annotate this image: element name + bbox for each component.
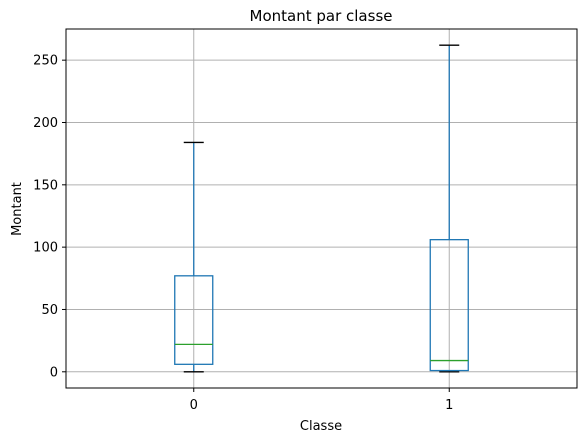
x-axis-label: Classe (300, 419, 342, 434)
box-group-1 (429, 44, 469, 373)
grid-lines (66, 29, 577, 388)
box-group-0 (174, 141, 214, 373)
axis-ticks: 0 50 100 150 200 250 0 1 (33, 54, 453, 413)
iqr-box (174, 275, 214, 365)
iqr-box (429, 239, 469, 372)
y-axis-label: Montant (10, 182, 25, 236)
y-tick-label: 250 (33, 54, 58, 69)
x-tick-label: 0 (190, 398, 198, 413)
boxes-layer (174, 44, 469, 373)
y-tick-label: 0 (50, 365, 58, 380)
y-tick-label: 200 (33, 116, 58, 131)
y-tick-label: 100 (33, 241, 58, 256)
y-tick-label: 150 (33, 178, 58, 193)
x-tick-label: 1 (445, 398, 453, 413)
chart-title: Montant par classe (250, 7, 393, 25)
plot-frame (65, 28, 578, 389)
y-tick-label: 50 (41, 303, 58, 318)
